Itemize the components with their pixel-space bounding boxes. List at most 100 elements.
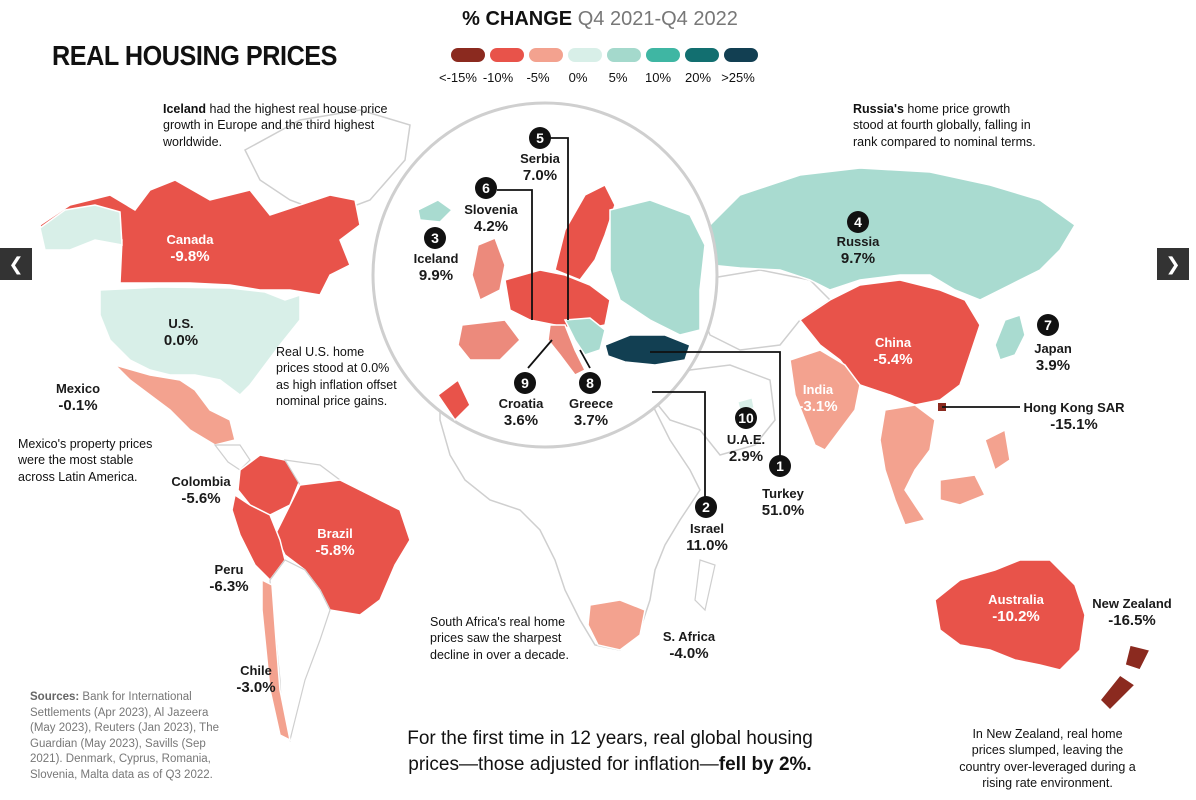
chile-shape [261,578,292,742]
note-russia-bold: Russia's [853,102,904,116]
iberia-shape [457,319,521,361]
label-peru: Peru -6.3% [209,562,248,595]
legend-label: >25% [721,70,755,85]
country-name: Peru [214,562,244,577]
country-name: U.A.E. [726,432,766,447]
chevron-right-icon: ❯ [1165,254,1181,274]
chevron-left-icon: ❮ [8,254,24,274]
headline-bold: fell by 2%. [718,753,812,775]
note-safrica: South Africa's real home prices saw the … [430,615,569,662]
rank-badge-serbia: 5 [529,127,551,149]
uk-shape [471,237,506,302]
label-hongkong: Hong Kong SAR -15.1% [1023,400,1125,433]
sources: Sources: Bank for International Settleme… [30,690,230,783]
note-iceland-bold: Iceland [163,102,207,116]
country-value: -16.5% [1108,611,1156,629]
country-value: -15.1% [1050,415,1098,433]
label-turkey: Turkey 51.0% [761,486,805,519]
legend-title: % CHANGE Q4 2021-Q4 2022 [430,8,770,31]
rank-badge-greece: 8 [579,372,601,394]
label-china: China -5.4% [873,335,913,368]
legend-label: 0% [568,70,588,85]
label-brazil: Brazil -5.8% [315,526,354,559]
country-name: Japan [1034,341,1072,356]
country-name: Colombia [171,474,231,489]
country-value: 3.6% [503,411,539,429]
legend-swatch [646,48,680,62]
country-value: -9.8% [170,247,210,265]
madagascar-shape [694,559,716,612]
country-name: Hong Kong SAR [1023,400,1125,415]
country-value: 3.9% [1035,356,1071,374]
legend-label: -5% [526,70,550,85]
country-value: -0.1% [58,396,98,414]
rank-badge-croatia: 9 [514,372,536,394]
rank-badge-turkey: 1 [769,455,791,477]
country-name: Slovenia [464,202,518,217]
rank-badge-iceland: 3 [424,227,446,249]
usa-shape [99,286,301,396]
legend-swatch [451,48,485,62]
country-value: 3.7% [573,411,609,429]
country-value: -5.4% [873,350,913,368]
label-russia: Russia 9.7% [836,234,880,267]
rank-badge-japan: 7 [1037,314,1059,336]
label-greece: Greece 3.7% [568,396,614,429]
label-us: U.S. 0.0% [164,316,198,349]
legend-title-bold: % CHANGE [462,8,573,30]
headline: For the first time in 12 years, real glo… [400,726,820,777]
country-value: 7.0% [522,166,558,184]
label-serbia: Serbia 7.0% [520,151,560,184]
rank-badge-russia: 4 [847,211,869,233]
iceland-shape [417,199,454,223]
balkans-shape [563,317,606,356]
label-colombia: Colombia -5.6% [171,474,231,507]
label-chile: Chile -3.0% [236,663,276,696]
country-name: Croatia [498,396,544,411]
headline-text: For the first time in 12 years, real glo… [407,728,813,775]
country-name: Chile [240,663,272,678]
next-button[interactable]: ❯ [1157,248,1189,280]
country-value: -5.6% [181,489,221,507]
rank-badge-israel: 2 [695,496,717,518]
country-value: 11.0% [686,536,728,554]
label-slovenia: Slovenia 4.2% [464,202,518,235]
label-canada: Canada -9.8% [167,232,214,265]
rank-badge-slovenia: 6 [475,177,497,199]
japan-shape [994,314,1026,361]
prev-button[interactable]: ❮ [0,248,32,280]
note-us: Real U.S. home prices stood at 0.0% as h… [276,345,397,408]
note-russia: Russia's home price growth stood at four… [853,101,1038,150]
legend-label: <-15% [439,70,477,85]
country-name: Israel [690,521,724,536]
label-india: India -3.1% [798,382,837,415]
country-name: Russia [836,234,880,249]
country-name: S. Africa [662,629,716,644]
country-value: 51.0% [761,501,805,519]
country-value: -3.0% [236,678,276,696]
country-name: Greece [568,396,614,411]
leader-lines [497,137,1020,500]
brazil-shape [274,479,411,616]
sources-label: Sources: [30,691,80,703]
note-iceland-text: had the highest real house price growth … [163,102,388,149]
turkey-shape [604,334,691,366]
legend-swatch [529,48,563,62]
country-value: 9.7% [840,249,876,267]
label-israel: Israel 11.0% [686,521,728,554]
country-name: Serbia [520,151,560,166]
southeast-asia-shape [879,404,936,526]
note-iceland: Iceland had the highest real house price… [163,101,428,150]
legend-label: 5% [608,70,628,85]
legend-label: 20% [684,70,712,85]
country-name: Mexico [55,381,101,396]
scandinavia-shape [554,183,616,281]
note-russia-text: home price growth stood at fourth global… [853,102,1036,149]
country-name: Australia [988,592,1044,607]
country-name: Brazil [317,526,353,541]
legend-swatches [451,48,758,62]
country-name: India [802,382,834,397]
country-value: 2.9% [728,447,764,465]
